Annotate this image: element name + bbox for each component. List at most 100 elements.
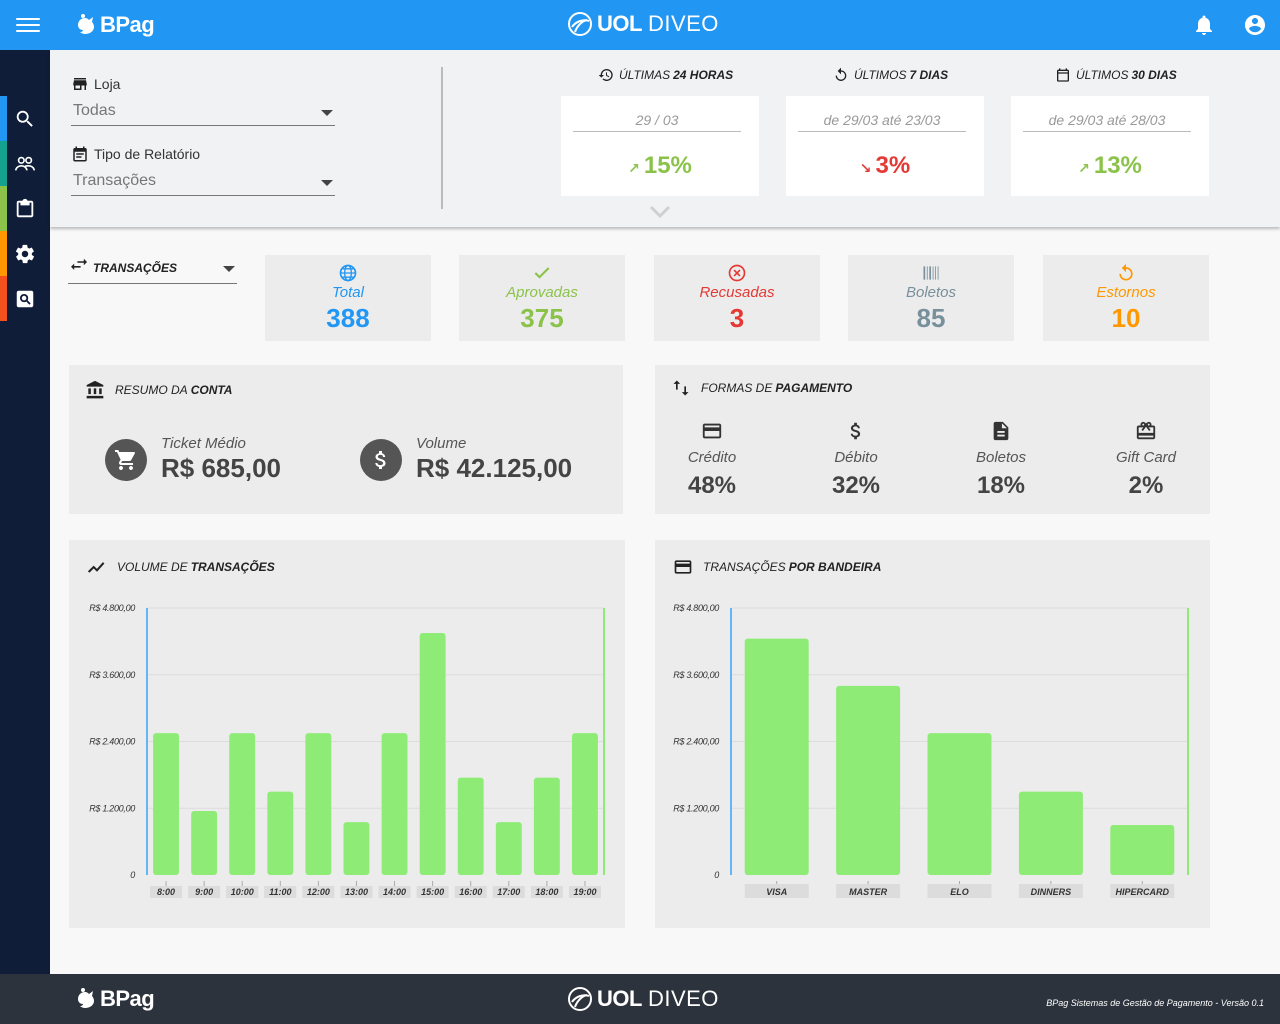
payment-boletos: Boletos 18% (946, 420, 1056, 500)
top-bar: BPag UOL DIVEO (0, 0, 1280, 50)
account-summary-panel: Resumo da conta Ticket Médio R$ 685,00 Vo… (69, 365, 623, 514)
period-prefix: Últimos (854, 68, 907, 82)
check-icon (534, 267, 550, 279)
bar (457, 777, 484, 875)
trending-up-icon: ↗ (1078, 160, 1090, 176)
x-label-box (226, 886, 259, 898)
stat-card-refunds[interactable]: Estornos 10 (1043, 255, 1209, 341)
uol-diveo-logo: UOL DIVEO (567, 11, 719, 37)
payment-value: 32% (831, 472, 881, 499)
stat-label: Total (332, 284, 364, 301)
bar (343, 822, 370, 875)
x-tick-label: 9:00 (195, 887, 213, 897)
period-card-30d[interactable]: de 29/03 até 28/03 ↗ 13% (1011, 96, 1209, 196)
filter-divider (441, 67, 443, 209)
bank-icon (86, 380, 104, 399)
stat-card-total[interactable]: Total 388 (265, 255, 431, 341)
period-percent-value: 13% (1093, 152, 1142, 179)
period-prefix: Últimas (619, 68, 671, 82)
stat-card-boletos[interactable]: Boletos 85 (848, 255, 1014, 341)
x-label-box (1018, 884, 1083, 898)
x-label-box (188, 886, 221, 898)
cancel-circle-icon (728, 264, 746, 282)
x-label-box (264, 886, 297, 898)
expand-chevron-icon[interactable] (649, 205, 671, 219)
bar (419, 633, 446, 875)
y-tick-label: R$ 3.600,00 (673, 670, 719, 680)
ticket-medio-item: Ticket Médio R$ 685,00 (105, 435, 281, 484)
bar (229, 733, 256, 875)
transactions-select-label: Transações (93, 261, 178, 275)
y-tick-label: 0 (714, 870, 719, 880)
y-tick-label: R$ 1.200,00 (89, 803, 135, 813)
payment-label: Gift Card (1115, 449, 1176, 466)
chevron-down-icon (321, 180, 333, 186)
bar (153, 733, 179, 875)
hamburger-menu-icon[interactable] (16, 14, 40, 36)
bpag-logo[interactable]: BPag (74, 12, 155, 38)
payment-debit: Débito 32% (801, 420, 911, 500)
sidebar-item-settings[interactable] (0, 231, 50, 276)
period-title-30d: Últimos 30 dias (1055, 67, 1177, 83)
x-tick-label: ELO (950, 887, 969, 897)
store-select[interactable]: Todas (71, 100, 335, 126)
period-card-7d[interactable]: de 29/03 até 23/03 ↘ 3% (786, 96, 984, 196)
ticket-value: R$ 685,00 (161, 453, 281, 483)
report-type-value: Transações (73, 172, 156, 189)
barcode-icon (923, 266, 939, 280)
transactions-type-select[interactable]: Transações (68, 256, 237, 284)
period-percent: ↘ 3% (786, 152, 984, 180)
bpag-logo-text: BPag (100, 12, 155, 37)
bpag-bird-icon (78, 14, 94, 34)
uol-text: UOL (597, 11, 642, 36)
period-percent-value: 3% (875, 152, 911, 179)
panel-title-bold: pagamento (775, 381, 853, 395)
x-label-box (302, 886, 335, 898)
period-title-24h: Últimas 24 horas (598, 67, 733, 83)
sidebar-item-reports[interactable] (0, 186, 50, 231)
bar (927, 733, 992, 875)
sidebar-item-report-search[interactable] (0, 276, 50, 321)
sidebar-item-users[interactable] (0, 141, 50, 186)
period-card-24h[interactable]: 29 / 03 ↗ 15% (561, 96, 759, 196)
cart-icon-circle (105, 438, 147, 481)
document-icon (993, 421, 1009, 441)
calendar-icon (1057, 68, 1069, 82)
uol-globe-icon (568, 987, 592, 1011)
bar (836, 685, 901, 875)
bell-icon[interactable] (1192, 13, 1216, 37)
stat-card-refused[interactable]: Recusadas 3 (654, 255, 820, 341)
clipboard-icon (16, 198, 34, 217)
y-tick-label: R$ 3.600,00 (89, 670, 135, 680)
x-tick-label: VISA (766, 887, 787, 897)
footer: BPag UOL DIVEO BPag Sistemas de Gestão d… (0, 974, 1280, 1024)
dollar-icon (850, 422, 861, 440)
stat-card-approved[interactable]: Aprovadas 375 (459, 255, 625, 341)
volume-chart-panel: Volume de transações 0 R$ 1.200,00 R$ 2.400… (69, 540, 625, 928)
x-tick-label: 8:00 (157, 887, 175, 897)
panel-title-prefix: Resumo da (115, 383, 188, 397)
version-text: BPag Sistemas de Gestão de Pagamento - V… (1046, 998, 1264, 1008)
account-circle-icon[interactable] (1243, 13, 1267, 37)
bar (744, 638, 809, 875)
payment-methods-panel: Formas de pagamento Crédito 48% Débito 32… (655, 365, 1210, 514)
brand-chart-svg: 0 R$ 1.200,00 R$ 2.400,00 R$ 3.600,00 R$ 4.8… (673, 603, 1189, 898)
x-tick-label: 11:00 (269, 887, 291, 897)
panel-title-bold: conta (190, 383, 233, 397)
x-label-box (1110, 884, 1175, 898)
stat-value: 85 (916, 303, 946, 333)
report-type-select[interactable]: Transações (71, 170, 335, 196)
y-tick-label: R$ 4.800,00 (673, 603, 719, 613)
period-percent-value: 15% (643, 152, 692, 179)
x-label-box (836, 884, 901, 898)
x-tick-label: 10:00 (231, 887, 254, 897)
calendar-list-icon (73, 146, 87, 162)
brand-chart-panel: Transações por bandeira 0 R$ 1.200,00 R$ 2.… (655, 540, 1210, 928)
stat-value: 3 (729, 303, 745, 333)
history-icon (598, 68, 613, 81)
period-bold: 7 dias (909, 68, 949, 82)
payment-gift-card: Gift Card 2% (1091, 420, 1201, 500)
sidebar-item-search[interactable] (0, 96, 50, 141)
bar (533, 777, 560, 875)
report-search-icon (16, 290, 34, 307)
